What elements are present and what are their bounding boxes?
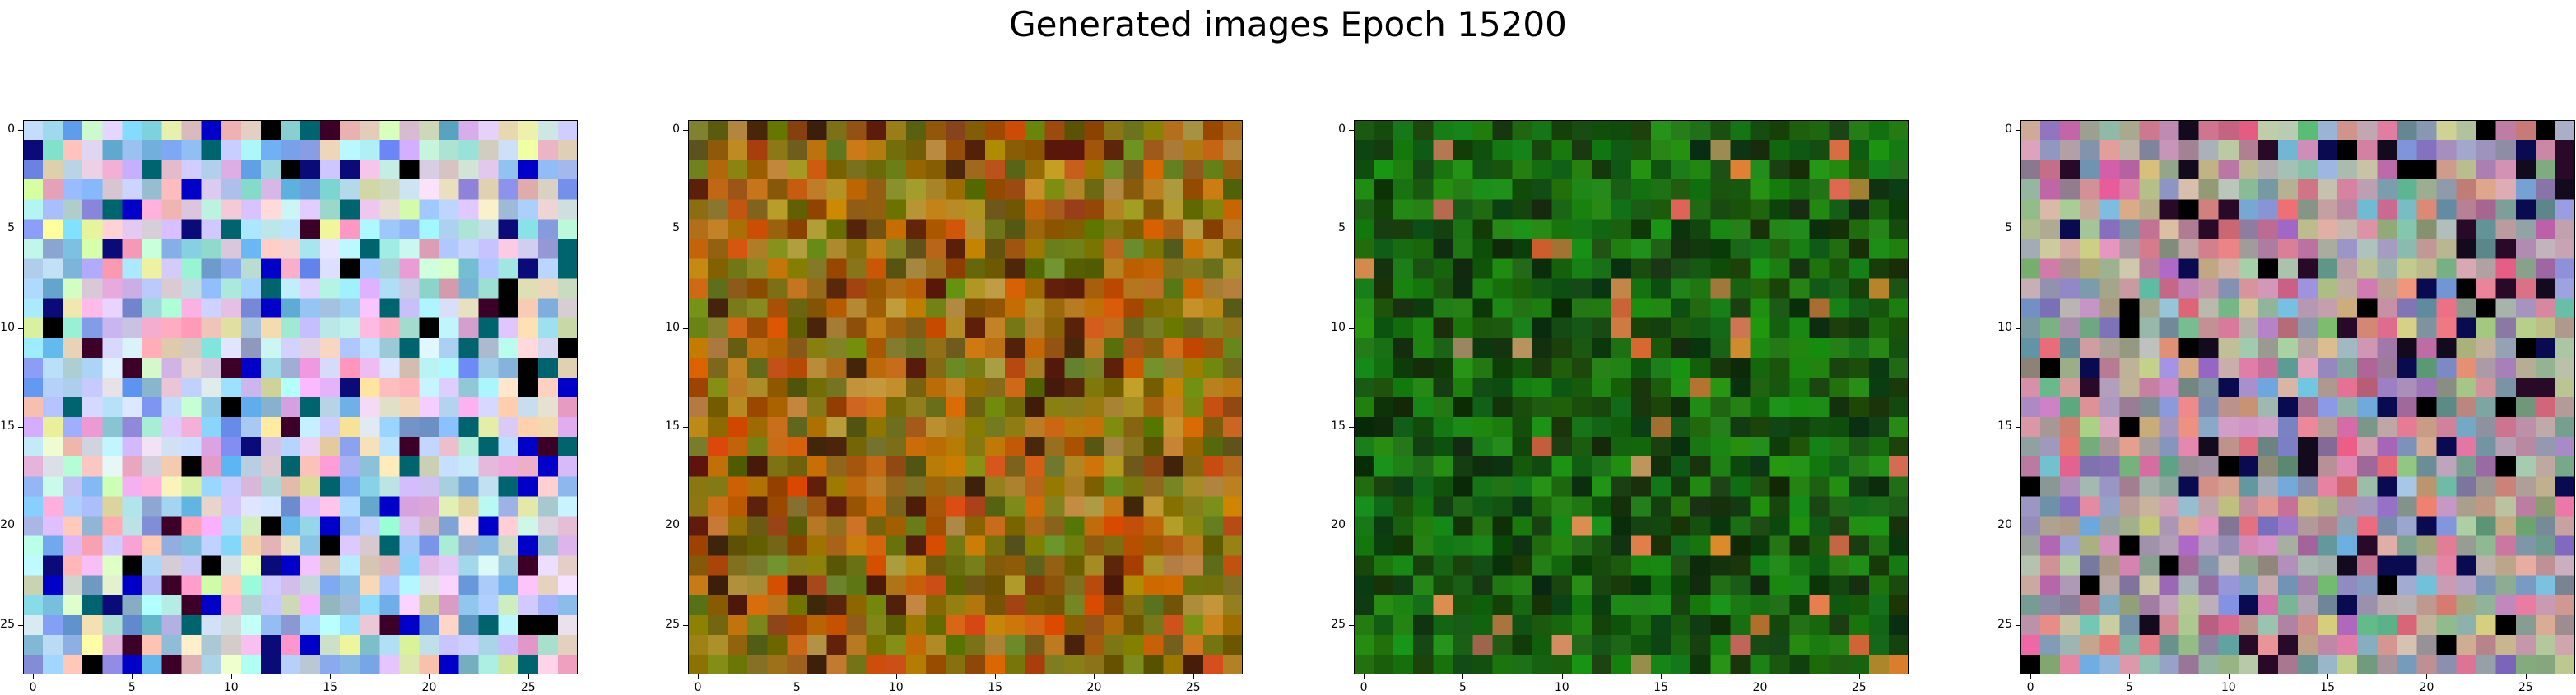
y-tick-mark [1349,327,1354,329]
y-tick-mark [18,327,23,329]
y-tick-label: 5 [1338,221,1346,235]
y-tick-label: 15 [1331,419,1346,433]
x-tick-mark [230,674,232,679]
y-tick-label: 10 [0,320,15,334]
x-tick-label: 20 [421,681,437,694]
y-tick-mark [18,624,23,626]
y-tick-label: 10 [1331,320,1346,334]
x-tick-label: 0 [694,681,702,694]
x-tick-label: 25 [1851,681,1867,694]
x-tick-mark [1364,674,1365,679]
x-tick-mark [2327,674,2329,679]
x-tick-label: 10 [1554,681,1569,694]
x-tick-mark [1561,674,1563,679]
y-tick-mark [2016,130,2020,132]
x-tick-label: 5 [128,681,136,694]
y-tick-label: 15 [0,419,15,433]
y-tick-label: 25 [1997,617,2012,631]
y-tick-label: 15 [1997,419,2012,433]
y-tick-label: 15 [665,419,680,433]
x-tick-label: 10 [223,681,239,694]
x-tick-label: 5 [2125,681,2133,694]
x-tick-mark [1661,674,1662,679]
y-tick-label: 0 [2005,123,2012,137]
x-tick-mark [2228,674,2230,679]
generated-image-3 [1354,120,1909,674]
x-tick-label: 0 [1360,681,1368,694]
y-tick-label: 20 [0,518,15,532]
y-tick-mark [1349,427,1354,429]
y-tick-mark [18,130,23,132]
y-tick-label: 5 [7,221,15,235]
x-tick-label: 25 [520,681,536,694]
x-tick-label: 25 [2518,681,2533,694]
x-tick-mark [330,674,332,679]
x-tick-mark [1858,674,1860,679]
y-tick-label: 0 [672,123,680,137]
y-tick-mark [18,427,23,429]
y-tick-label: 10 [665,320,680,334]
x-tick-mark [995,674,997,679]
x-tick-label: 20 [1086,681,1102,694]
y-tick-mark [683,427,688,429]
y-tick-mark [2016,624,2020,626]
y-tick-mark [683,624,688,626]
x-tick-mark [33,674,35,679]
x-tick-label: 15 [988,681,1003,694]
y-tick-mark [2016,427,2020,429]
y-tick-mark [683,130,688,132]
y-tick-label: 25 [1331,617,1346,631]
generated-image-4 [2020,120,2575,674]
y-tick-label: 25 [0,617,15,631]
y-tick-mark [2016,327,2020,329]
y-tick-mark [1349,624,1354,626]
x-tick-mark [2030,674,2032,679]
x-tick-mark [698,674,700,679]
x-tick-mark [1094,674,1095,679]
y-tick-label: 20 [1997,518,2012,532]
y-tick-label: 5 [2005,221,2012,235]
x-tick-label: 10 [2220,681,2236,694]
x-tick-mark [2129,674,2131,679]
x-tick-label: 25 [1185,681,1201,694]
x-tick-label: 20 [1752,681,1768,694]
y-tick-label: 5 [672,221,680,235]
x-tick-label: 10 [888,681,904,694]
x-tick-label: 0 [2026,681,2034,694]
x-tick-label: 15 [2320,681,2336,694]
x-tick-mark [1462,674,1464,679]
y-tick-label: 20 [1331,518,1346,532]
x-tick-label: 5 [1458,681,1467,694]
x-tick-label: 15 [1653,681,1669,694]
figure-suptitle: Generated images Epoch 15200 [1009,4,1567,44]
x-tick-mark [2426,674,2428,679]
y-tick-label: 25 [665,617,680,631]
x-tick-mark [2525,674,2527,679]
generated-image-1 [23,120,578,674]
generated-image-2 [688,120,1243,674]
y-tick-label: 0 [1338,123,1346,137]
x-tick-mark [895,674,897,679]
x-tick-label: 5 [793,681,801,694]
y-tick-label: 10 [1997,320,2012,334]
x-tick-label: 0 [29,681,37,694]
x-tick-label: 15 [323,681,338,694]
x-tick-mark [1193,674,1194,679]
x-tick-mark [132,674,133,679]
y-tick-mark [683,327,688,329]
y-tick-label: 20 [665,518,680,532]
x-tick-mark [429,674,430,679]
x-tick-label: 20 [2419,681,2434,694]
y-tick-label: 0 [7,123,15,137]
x-tick-mark [528,674,529,679]
y-tick-mark [1349,130,1354,132]
